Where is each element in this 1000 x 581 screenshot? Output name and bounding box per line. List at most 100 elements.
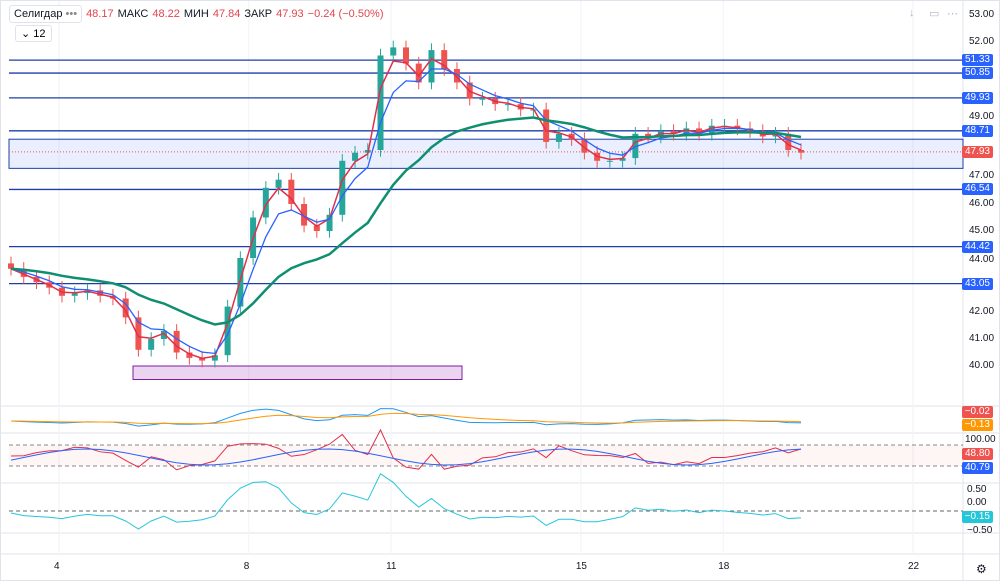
candle xyxy=(619,158,626,161)
candle xyxy=(683,128,690,134)
candle xyxy=(211,355,218,361)
candle xyxy=(199,357,206,361)
candle xyxy=(390,47,397,56)
candle xyxy=(71,293,78,296)
candle xyxy=(326,214,333,231)
window-menu-icon[interactable]: ⋯ xyxy=(947,8,958,20)
candle xyxy=(479,98,486,100)
demand-box xyxy=(132,365,463,380)
candle xyxy=(441,50,448,69)
candle xyxy=(313,225,320,231)
candle xyxy=(275,179,282,188)
candle xyxy=(135,317,142,350)
low-value: 47.84 xyxy=(212,8,241,20)
price-label: 53.00 xyxy=(969,9,995,20)
time-label: 18 xyxy=(718,561,730,572)
candle xyxy=(670,131,677,134)
price-label: 44.00 xyxy=(969,254,995,265)
candle xyxy=(160,330,167,339)
level-label: 51.33 xyxy=(961,54,993,67)
open-value: 48.17 xyxy=(86,8,114,20)
macd-value: −0.02 xyxy=(961,406,993,418)
osc-axis-label: 0.50 xyxy=(967,484,987,495)
candle xyxy=(772,133,779,137)
osc-value: −0.15 xyxy=(961,511,993,523)
rsi-axis-label: 100.00 xyxy=(965,434,996,445)
candle xyxy=(415,63,422,83)
price-label: 47.00 xyxy=(969,170,995,181)
candle xyxy=(581,139,588,153)
price-label: 42.00 xyxy=(969,306,995,317)
level-label: 48.71 xyxy=(961,124,993,137)
candle xyxy=(122,298,129,318)
candle xyxy=(543,109,550,142)
symbol-name: Селигдар xyxy=(14,8,63,20)
candle xyxy=(555,133,562,142)
time-label: 4 xyxy=(54,561,60,572)
candle xyxy=(339,160,346,215)
time-label: 22 xyxy=(908,561,920,572)
support-zone xyxy=(8,138,964,169)
macd-line xyxy=(10,408,802,427)
more-icon[interactable]: ••• xyxy=(65,8,78,20)
interval-dropdown[interactable]: ⌄ 12 xyxy=(15,25,52,42)
price-label: 41.00 xyxy=(969,333,995,344)
arrow-down-icon[interactable]: ↓ xyxy=(909,7,915,19)
legend: Селигдар ••• 48.17 МАКС 48.22 МИН 47.84 ЗА… xyxy=(9,5,384,23)
time-label: 8 xyxy=(243,561,250,572)
low-label: МИН xyxy=(183,8,209,20)
ema-fast-line xyxy=(10,57,802,360)
candle xyxy=(428,50,435,83)
macd-signal-value: −0.13 xyxy=(961,419,993,431)
candle xyxy=(504,104,511,106)
price-label: 49.00 xyxy=(969,111,995,122)
rsi-value: 48.80 xyxy=(961,448,993,460)
osc-axis-label: −0.50 xyxy=(967,525,993,536)
candle xyxy=(453,69,460,83)
stoch-d-line xyxy=(10,448,802,466)
time-label: 11 xyxy=(386,561,397,572)
price-label: 52.00 xyxy=(969,36,995,47)
candle xyxy=(288,179,295,204)
rsi-band xyxy=(9,445,963,466)
level-label: 44.42 xyxy=(961,240,993,253)
osc-line xyxy=(10,473,802,530)
candle xyxy=(403,47,409,64)
level-label: 43.05 xyxy=(961,277,993,290)
candle xyxy=(606,160,613,162)
rsi-value-2: 40.79 xyxy=(961,462,993,474)
candle xyxy=(696,128,703,134)
chevron-down-icon: ⌄ xyxy=(21,28,31,40)
candle xyxy=(377,55,384,150)
candle xyxy=(8,263,14,269)
candle xyxy=(352,152,359,161)
price-label: 45.00 xyxy=(969,225,995,236)
signal-line xyxy=(10,412,802,425)
level-label: 49.93 xyxy=(961,91,993,104)
candle xyxy=(148,339,155,350)
candle xyxy=(97,290,104,296)
maximize-icon[interactable]: ▭ xyxy=(929,8,940,20)
time-label: 15 xyxy=(575,561,587,572)
current-price-label: 47.93 xyxy=(961,145,993,158)
symbol-button[interactable]: Селигдар ••• xyxy=(9,5,83,23)
candle xyxy=(301,204,308,226)
price-label: 46.00 xyxy=(969,198,995,209)
ema-slow-line xyxy=(10,116,802,326)
close-label: ЗАКР xyxy=(244,8,273,20)
high-label: МАКС xyxy=(117,8,149,20)
level-label: 46.54 xyxy=(961,183,993,196)
candle xyxy=(186,352,193,358)
candle xyxy=(785,133,792,150)
settings-icon[interactable]: ⚙ xyxy=(976,562,987,576)
price-label: 40.00 xyxy=(969,360,995,371)
candle xyxy=(262,187,269,218)
osc-axis-label: 0.00 xyxy=(967,497,987,508)
interval-value: 12 xyxy=(33,28,46,40)
ema-mid-line xyxy=(10,68,802,355)
candle xyxy=(645,133,652,137)
level-label: 50.85 xyxy=(961,67,993,80)
candle xyxy=(224,306,231,356)
